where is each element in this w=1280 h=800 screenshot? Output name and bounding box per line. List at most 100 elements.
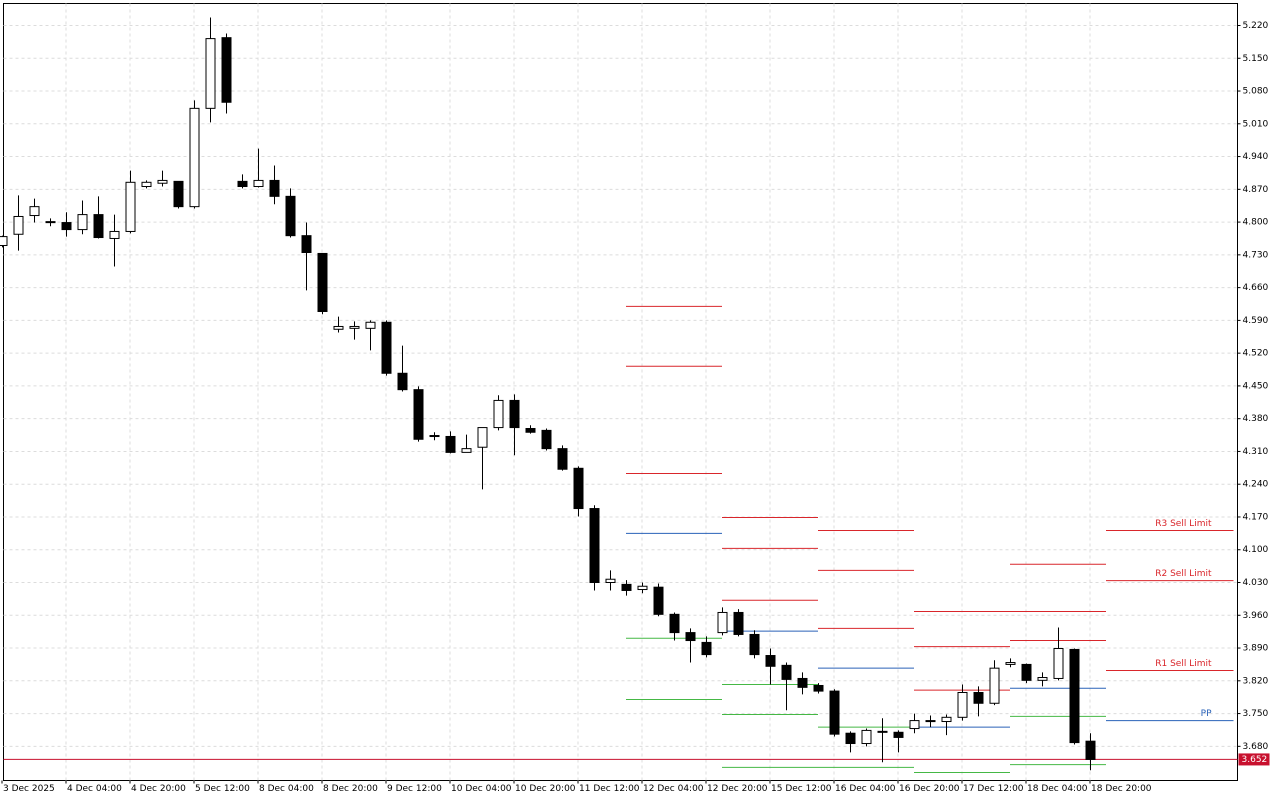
candle-body xyxy=(893,731,904,738)
y-tick-label: 4.380 xyxy=(1243,414,1269,424)
y-tick-label: 5.150 xyxy=(1243,54,1269,64)
y-tick-label: 4.240 xyxy=(1243,480,1269,490)
x-tick-label: 15 Dec 12:00 xyxy=(771,784,832,794)
candle-body xyxy=(125,181,136,232)
candle-body xyxy=(29,206,40,217)
candle-body xyxy=(461,448,472,453)
candle-body xyxy=(925,720,936,723)
candle-body xyxy=(221,37,232,103)
candle-body xyxy=(509,399,520,429)
x-tick-label: 18 Dec 04:00 xyxy=(1027,784,1088,794)
y-tick-label: 5.220 xyxy=(1243,21,1269,31)
x-tick-label: 18 Dec 20:00 xyxy=(1091,784,1152,794)
y-tick-label: 4.730 xyxy=(1243,250,1269,260)
y-tick-label: 4.030 xyxy=(1243,578,1269,588)
pivot-label: PP xyxy=(1201,709,1212,719)
y-tick-label: 4.590 xyxy=(1243,316,1269,326)
y-tick-label: 3.820 xyxy=(1243,676,1269,686)
candle-body xyxy=(1021,663,1032,681)
candle-body xyxy=(269,179,280,197)
candle-body xyxy=(989,667,1000,704)
y-tick-label: 5.080 xyxy=(1243,87,1269,97)
pivot-label: R1 Sell Limit xyxy=(1155,659,1212,669)
y-tick-label: 5.010 xyxy=(1243,119,1269,129)
x-tick-label: 16 Dec 20:00 xyxy=(899,784,960,794)
candle-body xyxy=(669,613,680,634)
candle-body xyxy=(733,611,744,635)
candle-body xyxy=(653,586,664,615)
candle-body xyxy=(541,429,552,450)
x-tick-label: 12 Dec 04:00 xyxy=(643,784,704,794)
candle-body xyxy=(637,585,648,591)
current-price-box xyxy=(1238,753,1270,766)
x-tick-label: 12 Dec 20:00 xyxy=(707,784,768,794)
y-tick-label: 3.750 xyxy=(1243,709,1269,719)
candle-body xyxy=(413,389,424,440)
pivot-label: R2 Sell Limit xyxy=(1155,569,1212,579)
candle-body xyxy=(1069,648,1080,744)
x-tick-label: 9 Dec 12:00 xyxy=(387,784,442,794)
candle-body xyxy=(1085,740,1096,760)
candle-body xyxy=(333,325,344,330)
candle-body xyxy=(909,720,920,730)
candle-body xyxy=(829,690,840,735)
x-tick-label: 4 Dec 20:00 xyxy=(131,784,186,794)
pivot-label: R3 Sell Limit xyxy=(1155,519,1212,529)
candle-body xyxy=(253,179,264,188)
candle-body xyxy=(189,107,200,208)
candle-body xyxy=(685,632,696,642)
candle-body xyxy=(173,180,184,208)
y-tick-label: 4.800 xyxy=(1243,218,1269,228)
y-tick-label: 4.310 xyxy=(1243,447,1269,457)
x-tick-label: 8 Dec 20:00 xyxy=(323,784,378,794)
candle-body xyxy=(813,684,824,692)
candle-body xyxy=(861,729,872,745)
candle-body xyxy=(557,448,568,470)
candle-body xyxy=(973,692,984,704)
candle-body xyxy=(45,221,56,224)
candle-body xyxy=(13,215,24,235)
candle-body xyxy=(93,214,104,239)
candle-body xyxy=(701,641,712,656)
y-tick-label: 4.450 xyxy=(1243,381,1269,391)
candle-body xyxy=(397,372,408,391)
x-tick-label: 5 Dec 12:00 xyxy=(195,784,250,794)
y-tick-label: 4.100 xyxy=(1243,545,1269,555)
candle-body xyxy=(781,664,792,680)
candle-body xyxy=(845,732,856,745)
candle-body xyxy=(285,195,296,237)
candle-body xyxy=(717,611,728,634)
x-tick-label: 11 Dec 12:00 xyxy=(579,784,640,794)
y-tick-label: 4.660 xyxy=(1243,283,1269,293)
candle-body xyxy=(141,181,152,188)
x-tick-label: 10 Dec 20:00 xyxy=(515,784,576,794)
candle-body xyxy=(61,222,72,231)
candle-body xyxy=(381,321,392,374)
candle-body xyxy=(301,235,312,254)
candle-body xyxy=(317,252,328,312)
candle-body xyxy=(765,655,776,667)
candle-body xyxy=(877,730,888,733)
y-tick-label: 3.960 xyxy=(1243,611,1269,621)
candle-body xyxy=(445,435,456,453)
candle-body xyxy=(573,467,584,510)
candle-body xyxy=(1037,677,1048,681)
candle-body xyxy=(605,578,616,584)
y-tick-label: 3.890 xyxy=(1243,644,1269,654)
y-tick-label: 4.940 xyxy=(1243,152,1269,162)
candle-body xyxy=(1053,648,1064,679)
x-tick-label: 10 Dec 04:00 xyxy=(451,784,512,794)
candle-body xyxy=(77,214,88,231)
candle-body xyxy=(205,38,216,109)
y-tick-label: 3.680 xyxy=(1243,742,1269,752)
candle-body xyxy=(349,325,360,329)
x-tick-label: 3 Dec 2025 xyxy=(3,784,55,794)
y-tick-label: 4.520 xyxy=(1243,349,1269,359)
x-tick-label: 17 Dec 12:00 xyxy=(963,784,1024,794)
candle-body xyxy=(941,716,952,723)
candle-body xyxy=(1005,662,1016,665)
candle-body xyxy=(957,692,968,718)
candle-body xyxy=(429,435,440,438)
